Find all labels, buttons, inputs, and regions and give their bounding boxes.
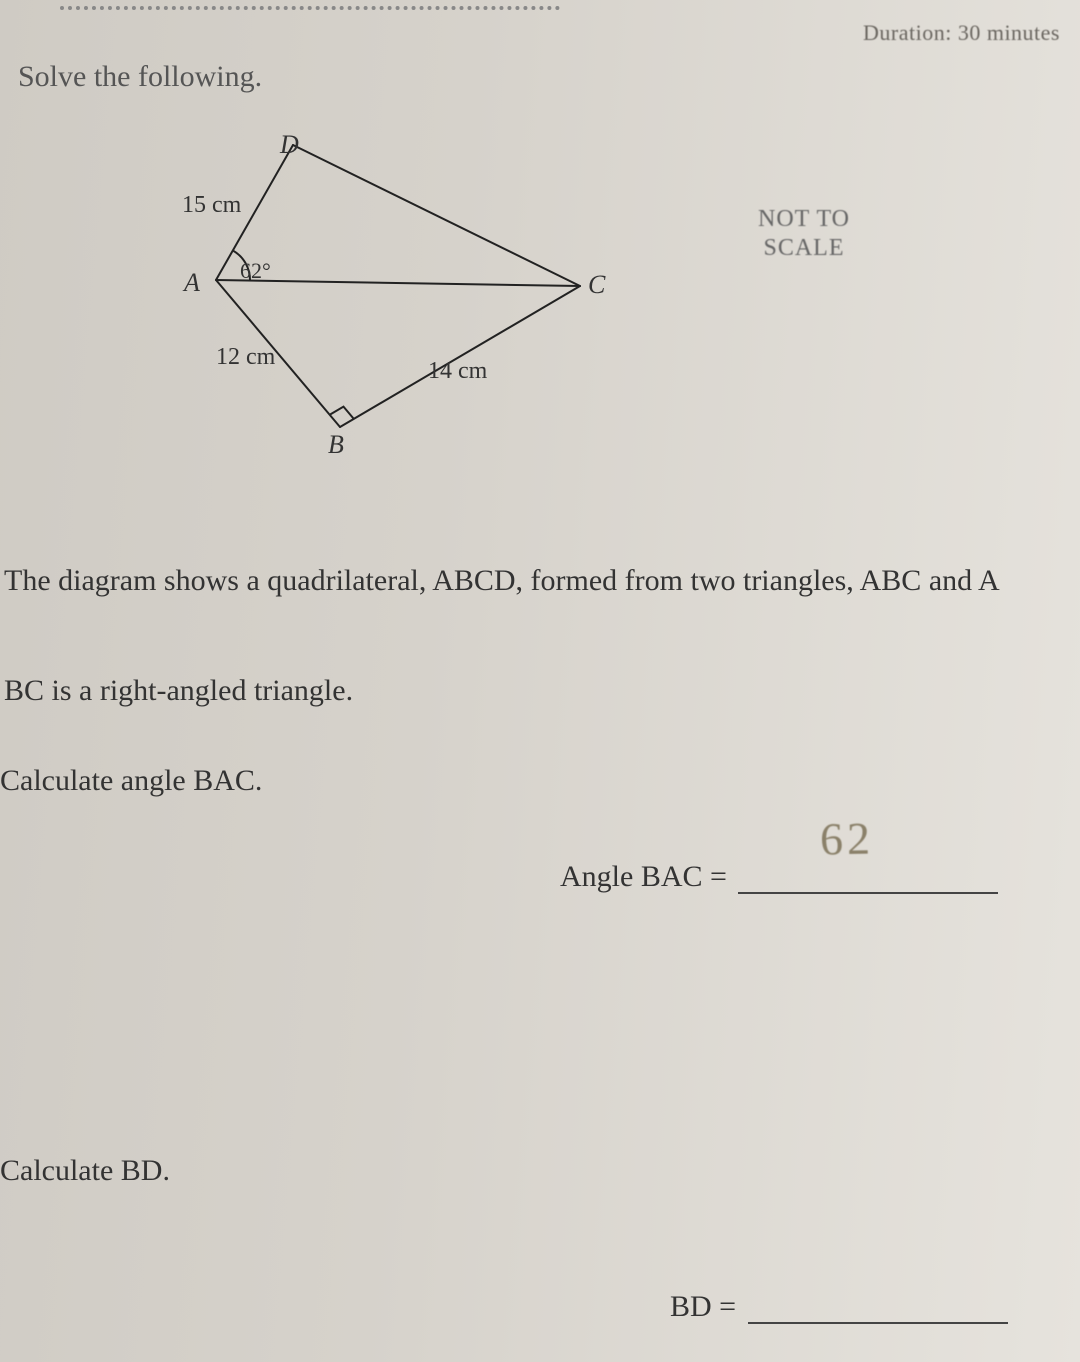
answer-bd-label: BD = [670,1290,744,1323]
not-to-line1: NOT TO [758,206,850,232]
answer-bd-line: BD = [670,1290,1008,1324]
instruction-text: Solve the following. [18,60,262,94]
side-AD-label: 15 cm [182,192,241,219]
side-AB-label: 12 cm [216,344,275,371]
part-a-prompt: Calculate angle BAC. [0,760,262,802]
answer-bac-line: Angle BAC = [560,860,998,894]
worksheet-page: Duration: 30 minutes Solve the following… [0,0,1080,1362]
vertex-D-label: D [280,130,299,160]
vertex-A-label: A [184,268,200,298]
vertex-C-label: C [588,270,605,300]
question-intro: The diagram shows a quadrilateral, ABCD,… [0,560,1076,602]
answer-bac-blank[interactable] [738,864,998,894]
vertex-B-label: B [328,430,344,460]
diagram-svg [160,130,680,470]
not-to-scale-note: NOT TO SCALE [758,205,850,263]
angle-DAC-label: 62° [240,258,271,284]
right-angle-statement: BC is a right-angled triangle. [0,670,353,712]
handwritten-answer-bac: 62 [820,812,875,866]
side-BC-label: 14 cm [428,358,487,385]
top-dotted-rule [60,6,560,18]
duration-text: Duration: 30 minutes [863,20,1060,46]
part-b-prompt: Calculate BD. [0,1150,170,1192]
answer-bd-blank[interactable] [748,1294,1008,1324]
answer-bac-label: Angle BAC = [560,860,734,893]
geometry-diagram: D A B C 15 cm 12 cm 14 cm 62° [160,130,680,470]
not-to-line2: SCALE [763,235,844,261]
